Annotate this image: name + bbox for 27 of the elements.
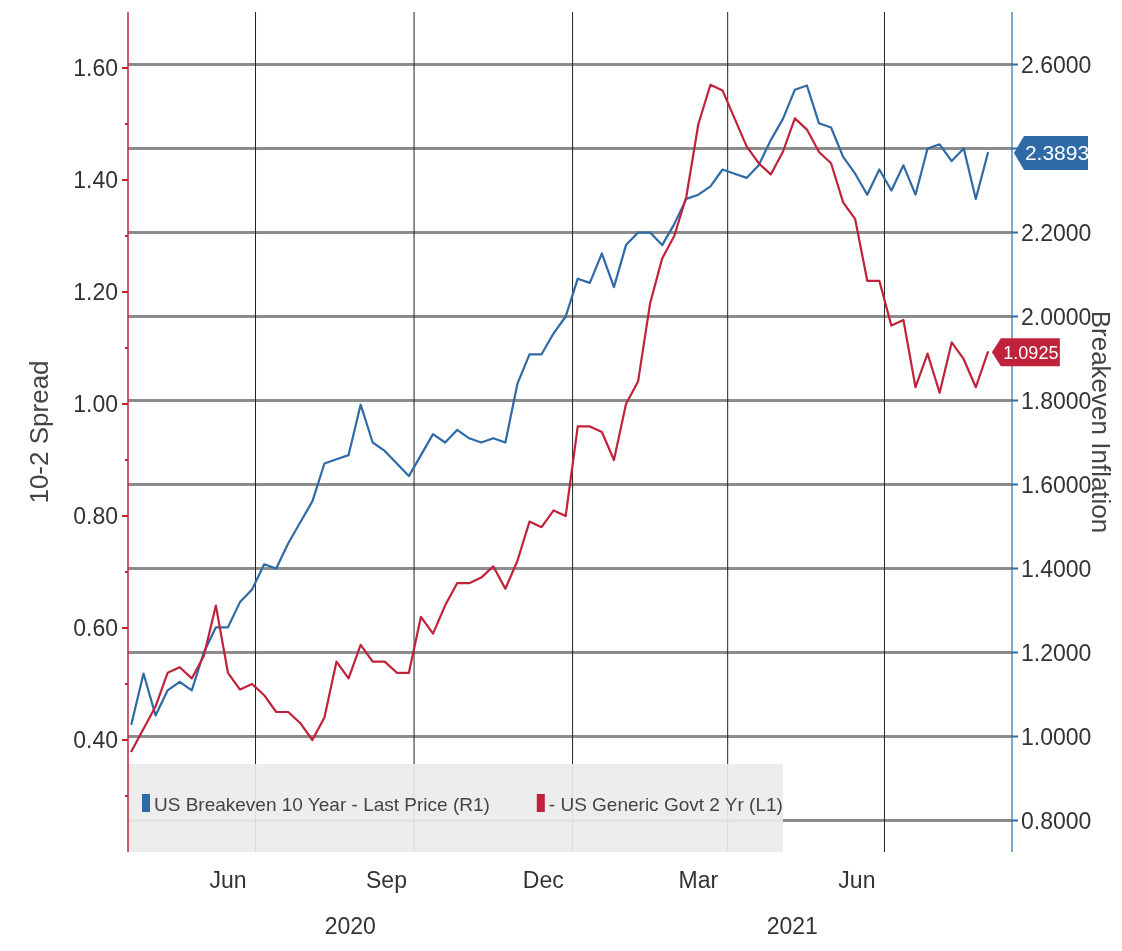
y-tick-label: 0.40 xyxy=(73,727,118,754)
x-tick-label: Jun xyxy=(838,867,876,893)
y2-tick-label: 1.2000 xyxy=(1021,639,1092,666)
y2-tick-label: 2.6000 xyxy=(1021,51,1092,78)
y2-tick-label: 2.0000 xyxy=(1021,303,1092,330)
text: 2020 xyxy=(324,913,376,939)
y2-tick-label: 1.4000 xyxy=(1021,555,1092,582)
y-tick-label: 1.00 xyxy=(73,391,118,418)
y2-tick-label: 2.2000 xyxy=(1021,219,1092,246)
y2-tick-label: 0.8000 xyxy=(1021,807,1092,834)
x-tick-label: Sep xyxy=(366,867,407,893)
y2-tick-label: 1.8000 xyxy=(1021,387,1092,414)
x-tick-label: Mar xyxy=(678,867,719,893)
y-tick-label: 1.20 xyxy=(73,279,118,306)
y-tick-label: 0.60 xyxy=(73,615,118,642)
y-tick-label: 1.60 xyxy=(73,55,118,82)
text: 2021 xyxy=(766,913,818,939)
legend-label: US Breakeven 10 Year - Last Price (R1) xyxy=(154,793,490,815)
data-label: 1.0925 xyxy=(1003,342,1059,363)
y-tick-label: 0.80 xyxy=(73,503,118,530)
data-label: 2.3893 xyxy=(1024,141,1090,165)
y2-tick-label: 1.0000 xyxy=(1021,723,1092,750)
y-axis-title: 10-2 Spread xyxy=(24,360,54,504)
x-tick-label: Dec xyxy=(522,867,564,893)
legend-label: - US Generic Govt 2 Yr (L1) xyxy=(548,793,783,815)
y-tick-label: 1.40 xyxy=(73,167,118,194)
x-tick-label: Jun xyxy=(209,867,247,893)
